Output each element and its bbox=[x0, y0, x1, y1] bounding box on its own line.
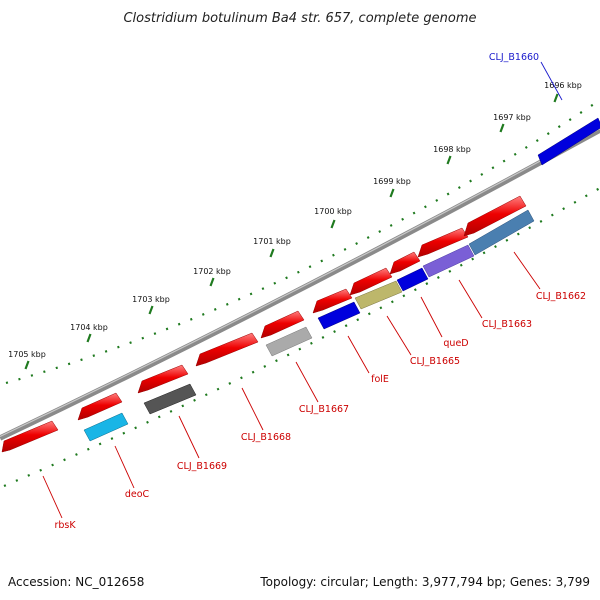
gene-label-clj-b1660[interactable]: CLJ_B1660 bbox=[489, 52, 539, 63]
gene-label-clj-b1667[interactable]: CLJ_B1667 bbox=[299, 404, 349, 415]
gene-fole-arrow[interactable] bbox=[354, 280, 403, 310]
gene-arrow[interactable] bbox=[463, 195, 527, 237]
scale-tick bbox=[330, 219, 336, 229]
gene-arrow[interactable] bbox=[137, 364, 189, 394]
scale-track bbox=[5, 99, 600, 385]
scale-tick bbox=[269, 248, 275, 258]
gene-clj-b1667-arrow[interactable] bbox=[317, 301, 361, 330]
gene-labels: CLJ_B1660 CLJ_B1662 CLJ_B1663 queD CLJ_B… bbox=[54, 52, 586, 531]
gene-label-clj-b1662[interactable]: CLJ_B1662 bbox=[536, 291, 586, 302]
scale-tick-label: 1696 kbp bbox=[544, 81, 582, 90]
reverse-red-arrows bbox=[1, 195, 527, 453]
scale-tick-label: 1699 kbp bbox=[373, 177, 411, 186]
gene-label-qued[interactable]: queD bbox=[443, 338, 468, 349]
scale-tick-label: 1701 kbp bbox=[253, 237, 291, 246]
label-leaders bbox=[42, 61, 563, 519]
accession-text: Accession: NC_012658 bbox=[8, 575, 144, 589]
scale-tick bbox=[24, 360, 30, 370]
gene-label-clj-b1669[interactable]: CLJ_B1669 bbox=[177, 461, 227, 472]
gene-arrow[interactable] bbox=[260, 310, 305, 339]
gene-label-fole[interactable]: folE bbox=[371, 374, 389, 385]
reverse-cds-bars bbox=[83, 209, 535, 442]
gene-deoc-arrow[interactable] bbox=[83, 412, 129, 442]
gene-arrow[interactable] bbox=[312, 288, 353, 314]
gene-label-clj-b1663[interactable]: CLJ_B1663 bbox=[482, 319, 532, 330]
inner-track bbox=[3, 187, 600, 488]
gene-arrow[interactable] bbox=[389, 251, 421, 275]
scale-tick bbox=[148, 305, 154, 315]
scale-tick bbox=[446, 155, 452, 165]
gene-clj-b1668-arrow[interactable] bbox=[265, 326, 313, 357]
scale-tick-label: 1703 kbp bbox=[132, 295, 170, 304]
scale-tick-label: 1700 kbp bbox=[314, 207, 352, 216]
scale-tick bbox=[86, 333, 92, 343]
gene-clj-b1663-arrow[interactable] bbox=[468, 209, 535, 256]
gene-label-clj-b1665[interactable]: CLJ_B1665 bbox=[410, 356, 460, 367]
gene-arrow[interactable] bbox=[417, 227, 469, 258]
map-title: Clostridium botulinum Ba4 str. 657, comp… bbox=[123, 11, 476, 26]
gene-arrow[interactable] bbox=[195, 332, 259, 367]
scale-tick-label: 1702 kbp bbox=[193, 267, 231, 276]
gene-clj-b1665-arrow[interactable] bbox=[396, 267, 429, 292]
gene-label-deoc[interactable]: deoC bbox=[125, 489, 150, 500]
scale-tick bbox=[209, 277, 215, 287]
gene-clj-b1669-arrow[interactable] bbox=[143, 383, 197, 415]
scale-ticks bbox=[24, 93, 559, 370]
gene-clj-b1660-arrow[interactable] bbox=[537, 117, 600, 166]
gene-label-clj-b1668[interactable]: CLJ_B1668 bbox=[241, 432, 291, 443]
gene-qued-arrow[interactable] bbox=[422, 244, 475, 278]
scale-tick bbox=[389, 188, 395, 198]
scale-tick bbox=[553, 93, 559, 103]
scale-tick-label: 1705 kbp bbox=[8, 350, 46, 359]
scale-tick-label: 1697 kbp bbox=[493, 113, 531, 122]
scale-tick-labels: 1696 kbp 1697 kbp 1698 kbp 1699 kbp 1700 kbp… bbox=[8, 81, 582, 359]
backbone-highlight bbox=[0, 127, 600, 438]
gene-arrow[interactable] bbox=[1, 420, 59, 453]
gene-arrow[interactable] bbox=[77, 392, 123, 421]
scale-tick-label: 1704 kbp bbox=[70, 323, 108, 332]
genome-summary-text: Topology: circular; Length: 3,977,794 bp… bbox=[259, 575, 590, 589]
gene-label-rbsk[interactable]: rbsK bbox=[54, 520, 76, 531]
genome-backbone bbox=[0, 127, 600, 441]
gene-arrow[interactable] bbox=[349, 267, 393, 296]
scale-tick-label: 1698 kbp bbox=[433, 145, 471, 154]
scale-tick bbox=[499, 123, 505, 133]
